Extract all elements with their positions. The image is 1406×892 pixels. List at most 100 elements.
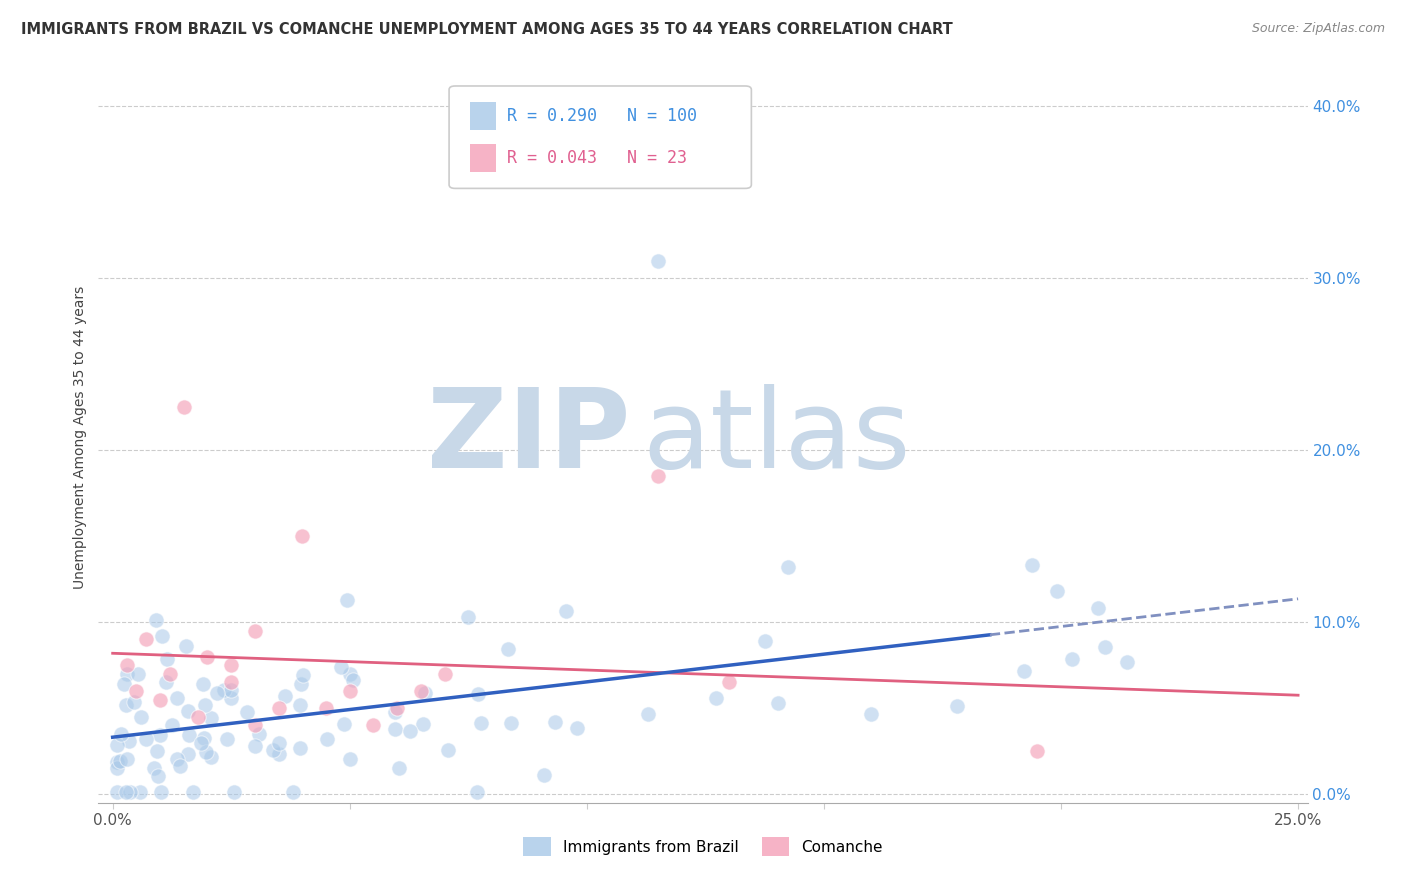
Point	[437, 742, 460, 756]
Point	[108, 754, 131, 768]
Point	[219, 683, 242, 698]
Point	[197, 649, 219, 664]
Point	[181, 785, 204, 799]
Point	[115, 752, 138, 766]
Point	[496, 641, 519, 656]
Point	[135, 632, 157, 647]
Point	[859, 707, 882, 722]
Point	[363, 718, 385, 732]
Point	[1012, 664, 1035, 678]
Point	[129, 710, 152, 724]
Point	[105, 760, 128, 774]
Point	[555, 604, 578, 618]
Point	[127, 666, 149, 681]
Point	[412, 716, 434, 731]
Point	[565, 721, 588, 735]
Point	[315, 701, 337, 715]
Point	[718, 675, 741, 690]
Point	[166, 752, 188, 766]
Point	[243, 718, 266, 732]
Point	[128, 785, 150, 799]
Point	[243, 624, 266, 638]
Point	[112, 677, 135, 691]
Point	[217, 731, 239, 746]
Point	[205, 686, 228, 700]
Text: atlas: atlas	[643, 384, 911, 491]
Point	[187, 710, 209, 724]
Point	[543, 714, 565, 729]
Point	[776, 559, 799, 574]
Point	[155, 652, 177, 666]
Point	[247, 726, 270, 740]
Point	[149, 728, 172, 742]
Point	[409, 684, 432, 698]
Point	[1026, 744, 1049, 758]
Point	[470, 715, 492, 730]
Point	[704, 690, 727, 705]
Point	[177, 704, 200, 718]
Point	[125, 684, 148, 698]
Point	[398, 724, 420, 739]
Point	[174, 640, 197, 654]
Point	[766, 696, 789, 710]
Point	[1087, 601, 1109, 615]
Point	[191, 677, 214, 691]
Text: ZIP: ZIP	[427, 384, 630, 491]
Point	[384, 722, 406, 736]
Point	[118, 734, 141, 748]
Point	[291, 529, 314, 543]
Point	[149, 692, 172, 706]
Point	[155, 674, 177, 689]
Point	[274, 689, 297, 703]
Point	[1116, 656, 1139, 670]
Point	[105, 785, 128, 799]
Point	[533, 767, 555, 781]
Point	[146, 769, 169, 783]
Point	[194, 698, 217, 713]
Text: R = 0.043   N = 23: R = 0.043 N = 23	[508, 149, 688, 167]
Point	[194, 745, 217, 759]
Point	[193, 731, 215, 746]
Point	[647, 253, 669, 268]
Point	[457, 609, 479, 624]
Text: IMMIGRANTS FROM BRAZIL VS COMANCHE UNEMPLOYMENT AMONG AGES 35 TO 44 YEARS CORREL: IMMIGRANTS FROM BRAZIL VS COMANCHE UNEMP…	[21, 22, 953, 37]
Point	[339, 666, 361, 681]
Text: R = 0.290   N = 100: R = 0.290 N = 100	[508, 107, 697, 125]
Point	[159, 666, 181, 681]
Point	[150, 629, 173, 643]
Point	[316, 732, 339, 747]
Point	[385, 701, 408, 715]
Point	[329, 659, 352, 673]
Point	[105, 756, 128, 770]
Point	[433, 666, 456, 681]
Point	[384, 705, 406, 719]
Point	[499, 715, 522, 730]
Point	[149, 785, 172, 799]
Legend: Immigrants from Brazil, Comanche: Immigrants from Brazil, Comanche	[517, 831, 889, 862]
Point	[190, 735, 212, 749]
Point	[336, 593, 359, 607]
Point	[122, 695, 145, 709]
Point	[115, 666, 138, 681]
Point	[219, 690, 242, 705]
Point	[135, 732, 157, 747]
Point	[1060, 652, 1083, 666]
Point	[115, 658, 138, 673]
Point	[173, 400, 195, 414]
FancyBboxPatch shape	[470, 102, 496, 130]
Point	[212, 682, 235, 697]
Text: Source: ZipAtlas.com: Source: ZipAtlas.com	[1251, 22, 1385, 36]
FancyBboxPatch shape	[449, 86, 751, 188]
Point	[292, 668, 315, 682]
Point	[222, 785, 245, 799]
Point	[290, 677, 312, 691]
Point	[465, 785, 488, 799]
Point	[342, 673, 364, 688]
Point	[120, 785, 142, 799]
Point	[105, 738, 128, 752]
Point	[200, 711, 222, 725]
Point	[169, 759, 191, 773]
Point	[142, 761, 165, 775]
Point	[281, 785, 304, 799]
Point	[262, 743, 284, 757]
